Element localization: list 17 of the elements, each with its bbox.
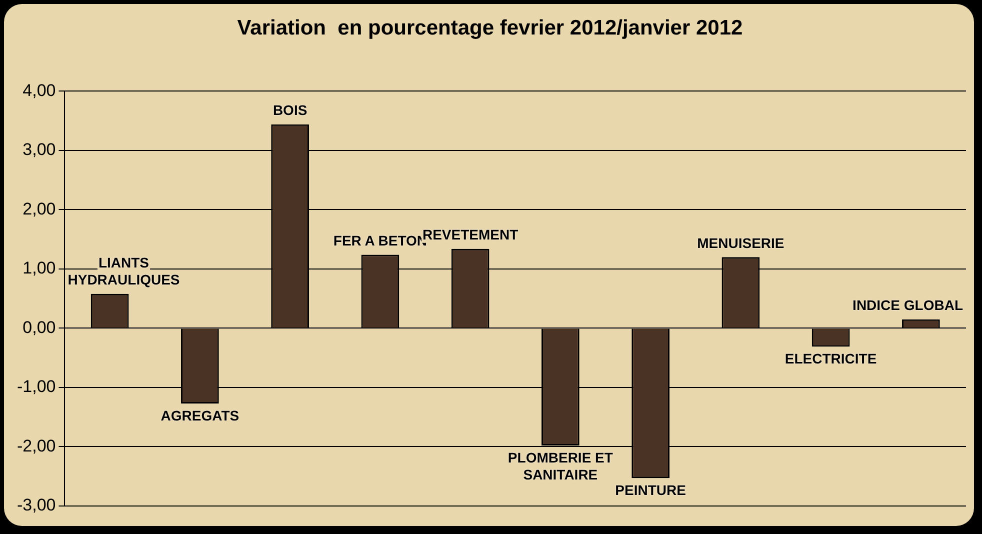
y-tick-label: 1,00 <box>22 258 56 278</box>
x-tick-label: INDICE GLOBAL <box>852 297 964 314</box>
y-tick-label: -1,00 <box>17 377 56 396</box>
y-tick-label: 3,00 <box>22 140 56 160</box>
x-tick-label: MENUISERIE <box>697 234 784 251</box>
y-tick-label: -2,00 <box>17 436 56 456</box>
y-tick-label: 0,00 <box>22 318 56 337</box>
y-tick-label: 4,00 <box>22 80 56 100</box>
x-tick-label: AGREGATS <box>160 407 240 424</box>
y-tick-label: 2,00 <box>22 199 56 218</box>
x-tick-label: PEINTURE <box>615 482 686 498</box>
x-tick-label: PLOMBERIE ET SANITAIRE <box>508 449 614 482</box>
x-tick-label: BOIS <box>272 102 308 118</box>
chart-title: Variation en pourcentage fevrier 2012/janvier 2012 <box>237 16 743 40</box>
y-tick-label: -3,00 <box>17 496 56 515</box>
x-tick-label: ELECTRICITE <box>784 350 877 366</box>
x-tick-label: LIANTS HYDRAULIQUES <box>68 254 180 288</box>
